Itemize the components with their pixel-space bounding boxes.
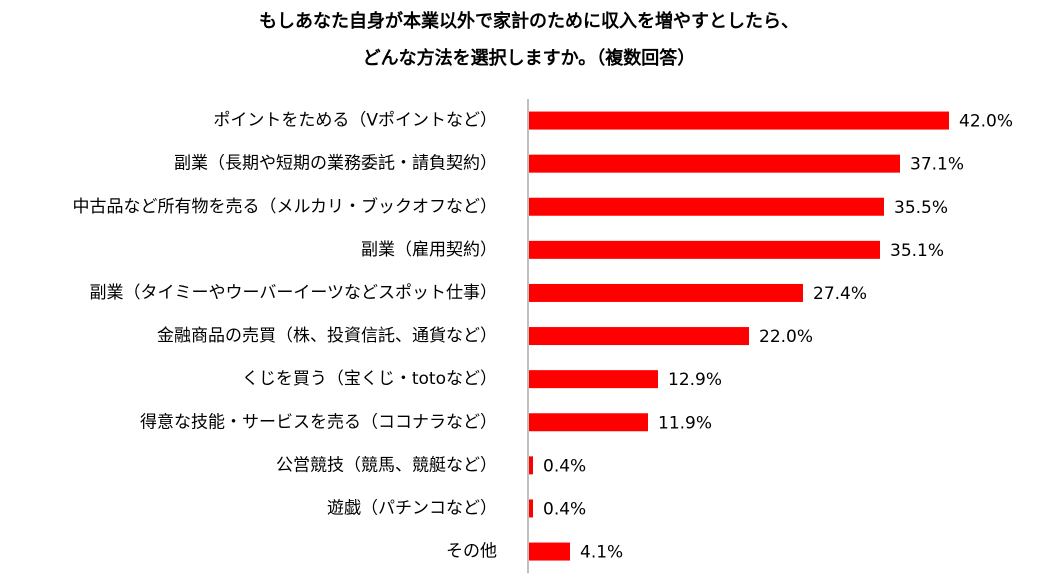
data-label: 0.4% xyxy=(543,456,586,476)
data-label: 11.9% xyxy=(658,413,712,433)
data-label: 4.1% xyxy=(580,543,623,563)
data-label: 42.0% xyxy=(959,112,1013,132)
category-label: 副業（タイミーやウーバーイーツなどスポット仕事） xyxy=(90,283,498,303)
bar xyxy=(529,370,658,389)
category-label: 中古品など所有物を売る（メルカリ・ブックオフなど） xyxy=(73,196,498,217)
bar xyxy=(529,283,803,302)
bar xyxy=(529,413,648,432)
category-label: 遊戯（パチンコなど） xyxy=(327,498,497,518)
bar xyxy=(529,327,749,346)
category-label: くじを買う（宝くじ・totoなど） xyxy=(242,369,497,389)
bar xyxy=(529,456,533,475)
bar xyxy=(529,111,949,130)
category-label: 副業（長期や短期の業務委託・請負契約） xyxy=(174,154,497,174)
bar xyxy=(529,197,884,216)
data-label: 37.1% xyxy=(910,155,964,175)
category-label: その他 xyxy=(446,542,497,562)
category-label: ポイントをためる（Vポイントなど） xyxy=(213,111,497,131)
data-label: 35.1% xyxy=(890,241,944,261)
category-label: 得意な技能・サービスを売る（ココナラなど） xyxy=(140,412,497,432)
category-label: 公営競技（競馬、競艇など） xyxy=(276,455,497,475)
bar xyxy=(529,499,533,518)
bar xyxy=(529,240,880,259)
data-label: 27.4% xyxy=(813,284,867,304)
data-label: 0.4% xyxy=(543,499,586,519)
data-label: 35.5% xyxy=(894,198,948,218)
chart-title-line-1: もしあなた自身が本業以外で家計のために収入を増やすとしたら、 xyxy=(259,11,799,32)
chart-title-line-2: どんな方法を選択しますか。（複数回答） xyxy=(362,48,696,69)
data-label: 12.9% xyxy=(668,370,722,390)
bar xyxy=(529,154,900,173)
bar xyxy=(529,542,570,561)
category-label: 副業（雇用契約） xyxy=(361,240,497,260)
category-label: 金融商品の売買（株、投資信託、通貨など） xyxy=(157,326,497,346)
data-label: 22.0% xyxy=(759,327,813,347)
